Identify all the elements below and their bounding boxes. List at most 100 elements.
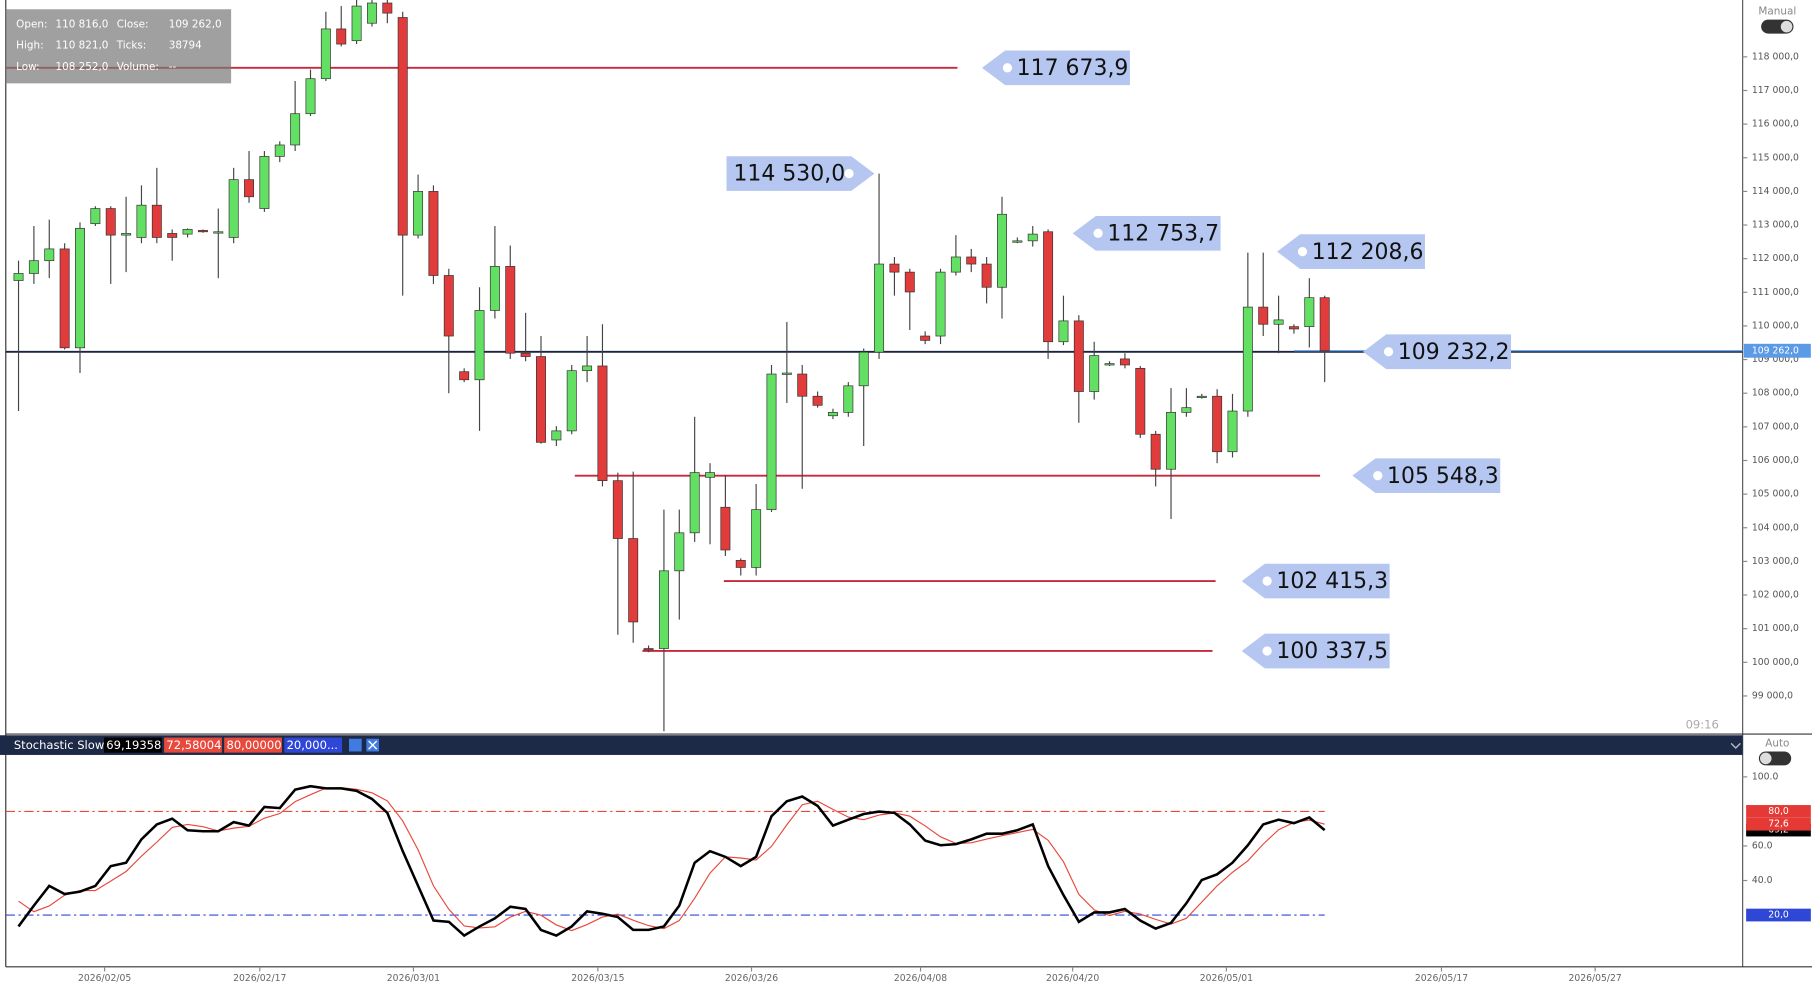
last-price-tag	[1743, 343, 1811, 358]
x-tick-label: 2026/04/08	[894, 973, 947, 984]
candle-body	[536, 356, 546, 443]
indicator-line	[18, 787, 1325, 932]
candle-body	[90, 208, 101, 225]
candle-body	[1242, 306, 1253, 412]
callout-label: 100 337,5	[1276, 639, 1388, 664]
candle-body	[904, 271, 915, 293]
callout-dot	[1297, 247, 1308, 257]
info-text: High:	[16, 40, 43, 52]
candle-body	[167, 233, 178, 238]
y-tick-label: 110 000,0	[1752, 320, 1799, 331]
candle-body	[1073, 320, 1084, 392]
stochastic-panel	[5, 784, 1326, 938]
y-tick-label: 112 000,0	[1752, 253, 1799, 264]
collapse-chevron[interactable]	[1730, 742, 1741, 749]
clock: 09:16	[1686, 717, 1719, 731]
candle-body	[136, 204, 147, 238]
candle-body	[413, 191, 424, 236]
x-tick-label: 2026/05/01	[1200, 973, 1253, 984]
candle-body	[121, 233, 132, 236]
candle-body	[889, 263, 900, 273]
indicator-header	[0, 735, 1743, 755]
candle-body	[489, 266, 500, 311]
last-price-label: 109 262,0	[1752, 345, 1799, 356]
candle-body	[505, 266, 516, 354]
candle-body	[274, 144, 285, 157]
indicator-title: Stochastic Slow	[14, 738, 104, 752]
candle-body	[720, 506, 731, 551]
callout-dot	[1373, 471, 1383, 481]
y-tick-label: 117 000,0	[1752, 85, 1799, 96]
candle-body	[259, 156, 270, 209]
y-tick-label: 114 000,0	[1752, 186, 1799, 197]
callout-label: 112 753,7	[1107, 221, 1219, 246]
price-axis: 99 000,0 100 000,0 101 000,0 102 000,0 103 0…	[1742, 51, 1811, 701]
legend-badge	[104, 737, 162, 753]
y-tick-label: 100.0	[1752, 771, 1779, 782]
time-axis: 2026/02/05 2026/02/17 2026/03/01 2026/03/15…	[78, 966, 1622, 984]
candle-body	[1304, 297, 1315, 327]
candle-body	[1135, 367, 1146, 435]
legend-badge	[224, 737, 282, 753]
candle-body	[597, 365, 608, 482]
candle-body	[1273, 319, 1284, 325]
callout-dot	[1002, 63, 1013, 73]
candle-body	[13, 273, 24, 281]
info-text: 110 821,0	[55, 40, 108, 52]
x-tick-label: 2026/02/05	[78, 973, 131, 984]
candle-body	[290, 113, 301, 146]
candle-body	[397, 17, 408, 236]
info-text: Close:	[117, 18, 149, 30]
price-callout	[1352, 458, 1501, 494]
y-tick-label: 107 000,0	[1752, 421, 1799, 432]
candle-body	[1027, 233, 1038, 242]
info-text: Low:	[16, 61, 39, 73]
candle-body	[1089, 355, 1100, 392]
candle-body	[520, 352, 531, 357]
info-text: 108 252,0	[55, 61, 108, 73]
x-tick-label: 2026/02/17	[233, 973, 286, 984]
candle-body	[443, 275, 454, 337]
candle-body	[213, 231, 224, 234]
candle-body	[950, 256, 961, 273]
price-panel	[5, 0, 1743, 732]
legend-badge	[284, 737, 343, 753]
y-tick-label: 109 000,0	[1752, 354, 1799, 365]
y-tick-label: 106 000,0	[1752, 455, 1799, 466]
candle-body	[1227, 410, 1238, 453]
info-background	[5, 9, 232, 84]
price-callout	[1277, 234, 1425, 270]
candle-body	[1043, 231, 1054, 343]
candle-body	[228, 179, 239, 238]
candle-body	[658, 570, 669, 649]
y-tick-label: 115 000,0	[1752, 152, 1799, 163]
candle-body	[1058, 320, 1069, 343]
candle-body	[351, 5, 362, 42]
candle-body	[705, 472, 715, 478]
callout-label: 109 232,2	[1398, 340, 1510, 365]
candle-body	[981, 263, 992, 288]
price-callout	[1072, 215, 1221, 251]
candle-body	[366, 2, 377, 24]
callout-dot	[844, 168, 854, 179]
candle-body	[582, 365, 593, 372]
candle-body	[305, 78, 316, 115]
x-tick-label: 2026/05/27	[1569, 973, 1622, 984]
candle-body	[1104, 363, 1115, 366]
callout-dot	[1262, 646, 1272, 656]
value-tag	[1746, 805, 1811, 818]
auto-label: Auto	[1765, 737, 1789, 749]
y-tick-label: 60.0	[1752, 840, 1773, 851]
y-tick-label: 101 000,0	[1752, 623, 1799, 634]
candle-body	[75, 228, 85, 349]
settings-icon[interactable]	[348, 738, 362, 752]
candle-body	[336, 28, 347, 45]
mode-label: Manual	[1758, 6, 1796, 18]
y-tick-label: 102 000,0	[1752, 590, 1799, 601]
y-tick-label: 108 000,0	[1752, 388, 1799, 399]
candle-body	[105, 208, 116, 236]
candle-body	[151, 204, 162, 238]
